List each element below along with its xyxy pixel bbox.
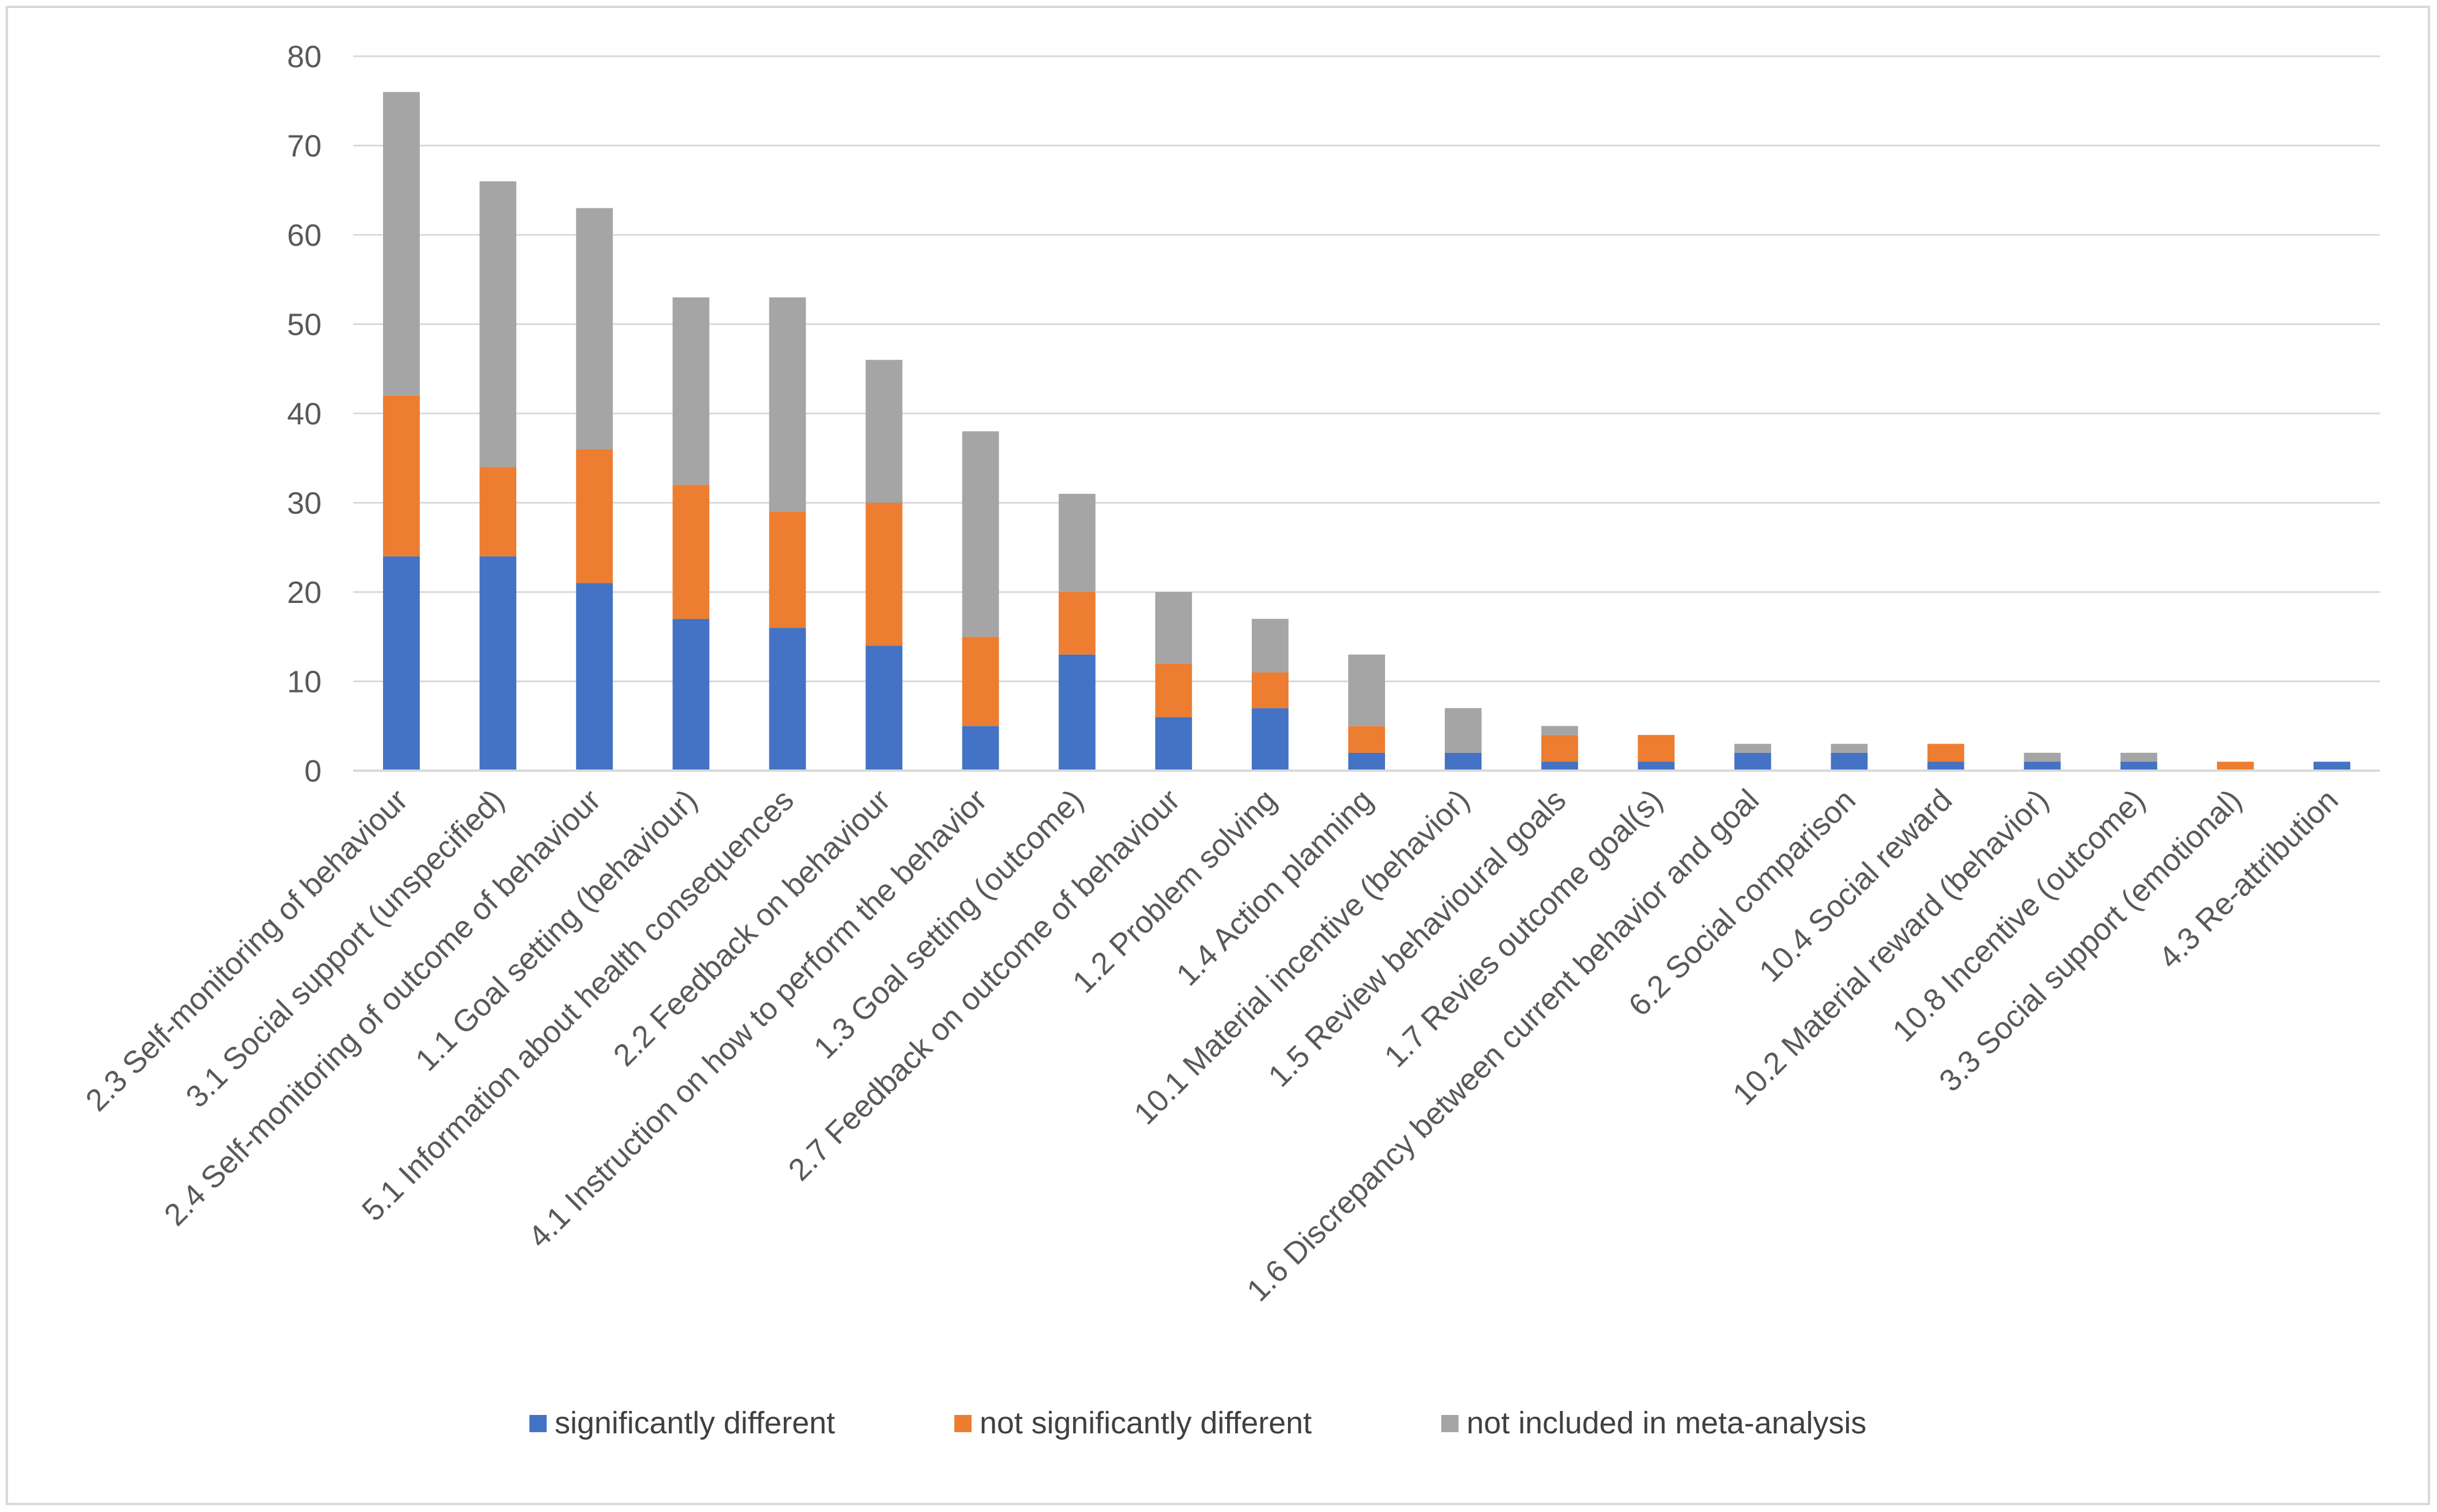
x-category-label: 4.1 Instruction on how to perform the be… <box>522 783 993 1254</box>
legend: significantly different not significantly… <box>529 1406 1866 1440</box>
bar-segment-not-significantly-different <box>479 467 517 556</box>
bar-segment-not-significantly-different <box>1251 672 1289 709</box>
bar-segment-not-included-in-meta-analysis <box>2024 752 2061 762</box>
bar-segment-not-significantly-different <box>1155 663 1192 717</box>
bar-segment-significantly-different <box>865 645 903 771</box>
bar-segment-not-significantly-different <box>962 636 999 726</box>
bar-segment-not-included-in-meta-analysis <box>1445 708 1482 753</box>
bar-segment-not-included-in-meta-analysis <box>383 92 420 396</box>
bar-segment-not-included-in-meta-analysis <box>576 208 613 450</box>
x-category-label: 10.1 Material incentive (behavior) <box>1128 783 1476 1131</box>
bars <box>383 92 2350 771</box>
legend-swatch <box>954 1415 972 1432</box>
x-category-label: 4.3 Re-attribution <box>2152 783 2345 975</box>
x-category-label: 2.4 Self-monitoring of outcome of behavi… <box>158 783 608 1232</box>
y-axis-ticks: 0 10 20 30 40 50 60 70 80 <box>287 40 322 788</box>
bar-segment-significantly-different <box>1348 752 1385 771</box>
y-tick-label: 20 <box>287 575 322 610</box>
y-tick-label: 0 <box>304 754 322 788</box>
bar-segment-significantly-different <box>1734 752 1771 771</box>
bar-segment-not-significantly-different <box>672 485 710 619</box>
bar-segment-not-included-in-meta-analysis <box>962 431 999 637</box>
bar-segment-not-included-in-meta-analysis <box>1348 654 1385 726</box>
bar-segment-not-included-in-meta-analysis <box>769 297 806 512</box>
bar-segment-significantly-different <box>1251 708 1289 771</box>
legend-label: not included in meta-analysis <box>1467 1406 1866 1440</box>
bar-segment-not-significantly-different <box>769 512 806 628</box>
legend-swatch <box>1441 1415 1459 1432</box>
bar-segment-not-significantly-different <box>1638 734 1675 762</box>
bar-segment-not-included-in-meta-analysis <box>1734 744 1771 753</box>
bar-segment-significantly-different <box>479 556 517 771</box>
legend-label: significantly different <box>555 1406 835 1440</box>
bar-segment-significantly-different <box>2120 761 2157 771</box>
bar-segment-not-included-in-meta-analysis <box>1155 592 1192 664</box>
bar-segment-significantly-different <box>1831 752 1868 771</box>
bar-segment-not-significantly-different <box>383 395 420 556</box>
bar-segment-significantly-different <box>1927 761 1964 771</box>
bar-segment-not-included-in-meta-analysis <box>1541 726 1579 735</box>
gridlines <box>353 55 2380 682</box>
bar-segment-not-included-in-meta-analysis <box>1251 618 1289 672</box>
bar-segment-significantly-different <box>2024 761 2061 771</box>
legend-label: not significantly different <box>980 1406 1312 1440</box>
bar-segment-not-significantly-different <box>1058 592 1096 655</box>
y-tick-label: 30 <box>287 486 322 521</box>
bar-segment-significantly-different <box>962 726 999 771</box>
bar-segment-not-included-in-meta-analysis <box>865 359 903 503</box>
bar-segment-not-significantly-different <box>865 502 903 646</box>
bar-segment-not-significantly-different <box>1541 734 1579 762</box>
bar-segment-significantly-different <box>576 583 613 771</box>
bar-segment-not-significantly-different <box>1927 744 1964 762</box>
bar-segment-significantly-different <box>1638 761 1675 771</box>
bar-segment-not-included-in-meta-analysis <box>479 181 517 467</box>
bar-segment-not-included-in-meta-analysis <box>2120 752 2157 762</box>
y-tick-label: 50 <box>287 308 322 342</box>
y-tick-label: 70 <box>287 129 322 164</box>
bar-segment-significantly-different <box>1058 654 1096 771</box>
y-tick-label: 40 <box>287 397 322 431</box>
bar-segment-significantly-different <box>2313 761 2350 771</box>
y-tick-label: 60 <box>287 218 322 253</box>
y-tick-label: 10 <box>287 665 322 699</box>
bar-segment-significantly-different <box>769 628 806 771</box>
bar-segment-not-significantly-different <box>2216 761 2254 771</box>
y-tick-label: 80 <box>287 40 322 74</box>
bar-segment-significantly-different <box>1445 752 1482 771</box>
bar-segment-significantly-different <box>1541 761 1579 771</box>
legend-swatch <box>529 1415 547 1432</box>
bar-segment-not-included-in-meta-analysis <box>1831 744 1868 753</box>
bar-segment-not-included-in-meta-analysis <box>672 297 710 485</box>
bar-segment-significantly-different <box>672 618 710 771</box>
bar-segment-significantly-different <box>1155 717 1192 771</box>
bar-segment-significantly-different <box>383 556 420 771</box>
bar-segment-not-significantly-different <box>1348 726 1385 753</box>
bar-segment-not-included-in-meta-analysis <box>1058 493 1096 592</box>
bar-segment-not-significantly-different <box>576 449 613 583</box>
